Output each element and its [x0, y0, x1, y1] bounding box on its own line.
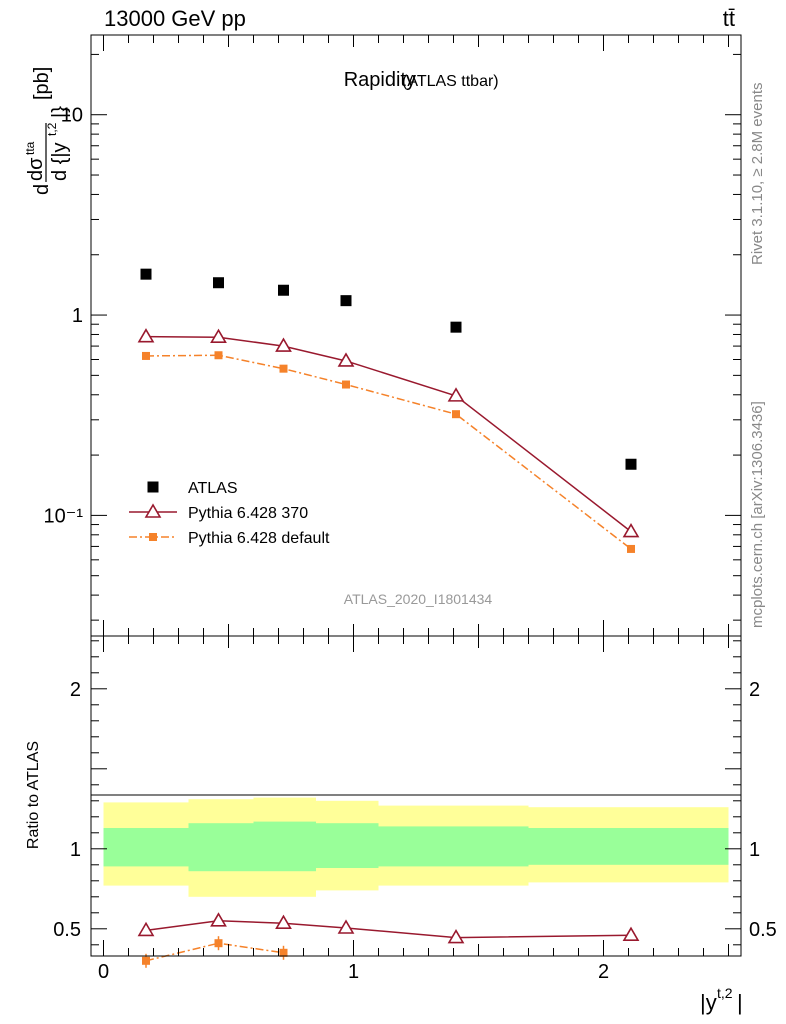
series-pythia-6-428-370: [137, 328, 640, 538]
data-point: [337, 352, 355, 367]
data-point: [450, 321, 462, 333]
legend-marker: [144, 503, 162, 518]
series-atlas: [140, 268, 637, 470]
main-subtitle-text: (ATLAS ttbar): [402, 73, 499, 90]
ratio-frame: [90, 635, 742, 957]
data-point: [140, 268, 152, 280]
main-ylabel: d dσ ttа d {|y t,2 |} [pb]: [23, 67, 71, 195]
series-line: [145, 335, 632, 533]
ratio-point: [337, 919, 355, 934]
main-ylabel-unit: [pb]: [31, 67, 53, 100]
legend-item: ATLAS: [147, 480, 238, 497]
ratio-xlabel-y: |y: [700, 990, 717, 1015]
main-ylabel-num-sup: ttа: [23, 141, 37, 155]
legend: ATLAS Pythia 6.428 370 Pythia 6.428 defaul…: [129, 480, 330, 547]
ratio-point: [275, 914, 292, 930]
ratio-point: [137, 921, 155, 937]
legend-marker: [149, 533, 157, 541]
uncertainty-band-inner: [103, 828, 189, 867]
data-point: [278, 284, 289, 296]
data-point: [214, 351, 223, 360]
ratio-ytick-label-left: 1: [70, 839, 81, 861]
process-label: tt̄: [723, 6, 735, 31]
ratio-point: [142, 956, 150, 965]
legend-label: Pythia 6.428 370: [188, 505, 308, 522]
ratio-xtick-label: 0: [98, 961, 109, 983]
data-point: [275, 337, 292, 352]
data-point: [137, 328, 155, 343]
ratio-ytick-label-right: 2: [749, 679, 760, 701]
legend-item: Pythia 6.428 default: [129, 530, 330, 547]
main-ylabel-den-end: |}: [49, 106, 71, 118]
ratio-series-pythia-6-428-370: [137, 912, 640, 944]
ratio-line: [145, 942, 284, 962]
main-ytick-label: 1: [72, 305, 83, 327]
data-point: [213, 277, 224, 289]
main-panel: 10⁻¹ 1 10 Rapidity (ATLAS ttbar) d dσ ttа …: [23, 34, 742, 637]
ratio-ytick-label-right: 0.5: [749, 919, 777, 941]
legend-label: ATLAS: [188, 480, 238, 497]
ratio-point: [279, 948, 288, 957]
main-title: Rapidity (ATLAS ttbar): [344, 69, 499, 91]
data-point: [622, 523, 640, 538]
legend-label: Pythia 6.428 default: [188, 530, 330, 547]
ratio-point: [210, 912, 227, 927]
ratio-ytick-label-right: 1: [749, 839, 760, 861]
ratio-xlabel-bar: |: [737, 990, 743, 1015]
data-point: [447, 387, 465, 402]
uncertainty-band-inner: [378, 826, 529, 867]
rivet-label: Rivet 3.1.10, ≥ 2.8M events: [749, 83, 766, 266]
uncertainty-band-inner: [316, 823, 379, 868]
legend-marker: [147, 481, 159, 493]
series-pythia-6-428-default: [142, 351, 635, 553]
ratio-xtick-label: 2: [598, 961, 609, 983]
data-point: [452, 410, 460, 419]
ratio-ytick-label-left: 2: [70, 679, 81, 701]
data-point: [142, 351, 150, 360]
ratio-xtick-label: 1: [348, 961, 359, 983]
ratio-point: [447, 929, 465, 944]
ratio-point: [622, 926, 640, 942]
energy-label: 13000 GeV pp: [104, 6, 246, 31]
ratio-ytick-label-left: 0.5: [53, 919, 81, 941]
ratio-xlabel: |y t,2 |: [700, 985, 743, 1015]
main-ylabel-den: d {|y: [49, 142, 71, 181]
data-point: [342, 380, 350, 389]
main-ylabel-d: d: [31, 184, 53, 195]
data-point: [210, 328, 227, 344]
legend-item: Pythia 6.428 370: [129, 503, 308, 522]
uncertainty-band-inner: [188, 823, 254, 872]
main-ytick-label: 10⁻¹: [44, 505, 84, 527]
main-title-text: Rapidity: [344, 69, 416, 91]
main-ylabel-num: dσ: [25, 157, 47, 181]
ratio-line: [145, 920, 632, 939]
main-ylabel-den-sup: t,2: [45, 122, 59, 136]
data-point: [625, 458, 637, 470]
uncertainty-band-inner: [528, 828, 729, 865]
analysis-watermark: ATLAS_2020_I1801434: [344, 591, 493, 607]
data-point: [627, 544, 635, 553]
series-line: [145, 354, 632, 550]
ratio-panel: 0.5 0.5 1 1 2 2 0 1 2 Ratio to ATLAS |y t,2 |: [25, 635, 777, 1015]
mcplots-label: mcplots.cern.ch [arXiv:1306.3436]: [749, 401, 766, 628]
ratio-ylabel: Ratio to ATLAS: [25, 741, 42, 849]
ratio-xlabel-sup: t,2: [717, 985, 733, 1001]
ratio-series-pythia-6-428-default: [142, 936, 288, 968]
ratio-point: [214, 939, 223, 948]
main-ytick-label: 10: [61, 105, 83, 127]
data-point: [340, 295, 352, 307]
uncertainty-band-inner: [253, 821, 316, 872]
data-point: [279, 364, 288, 373]
